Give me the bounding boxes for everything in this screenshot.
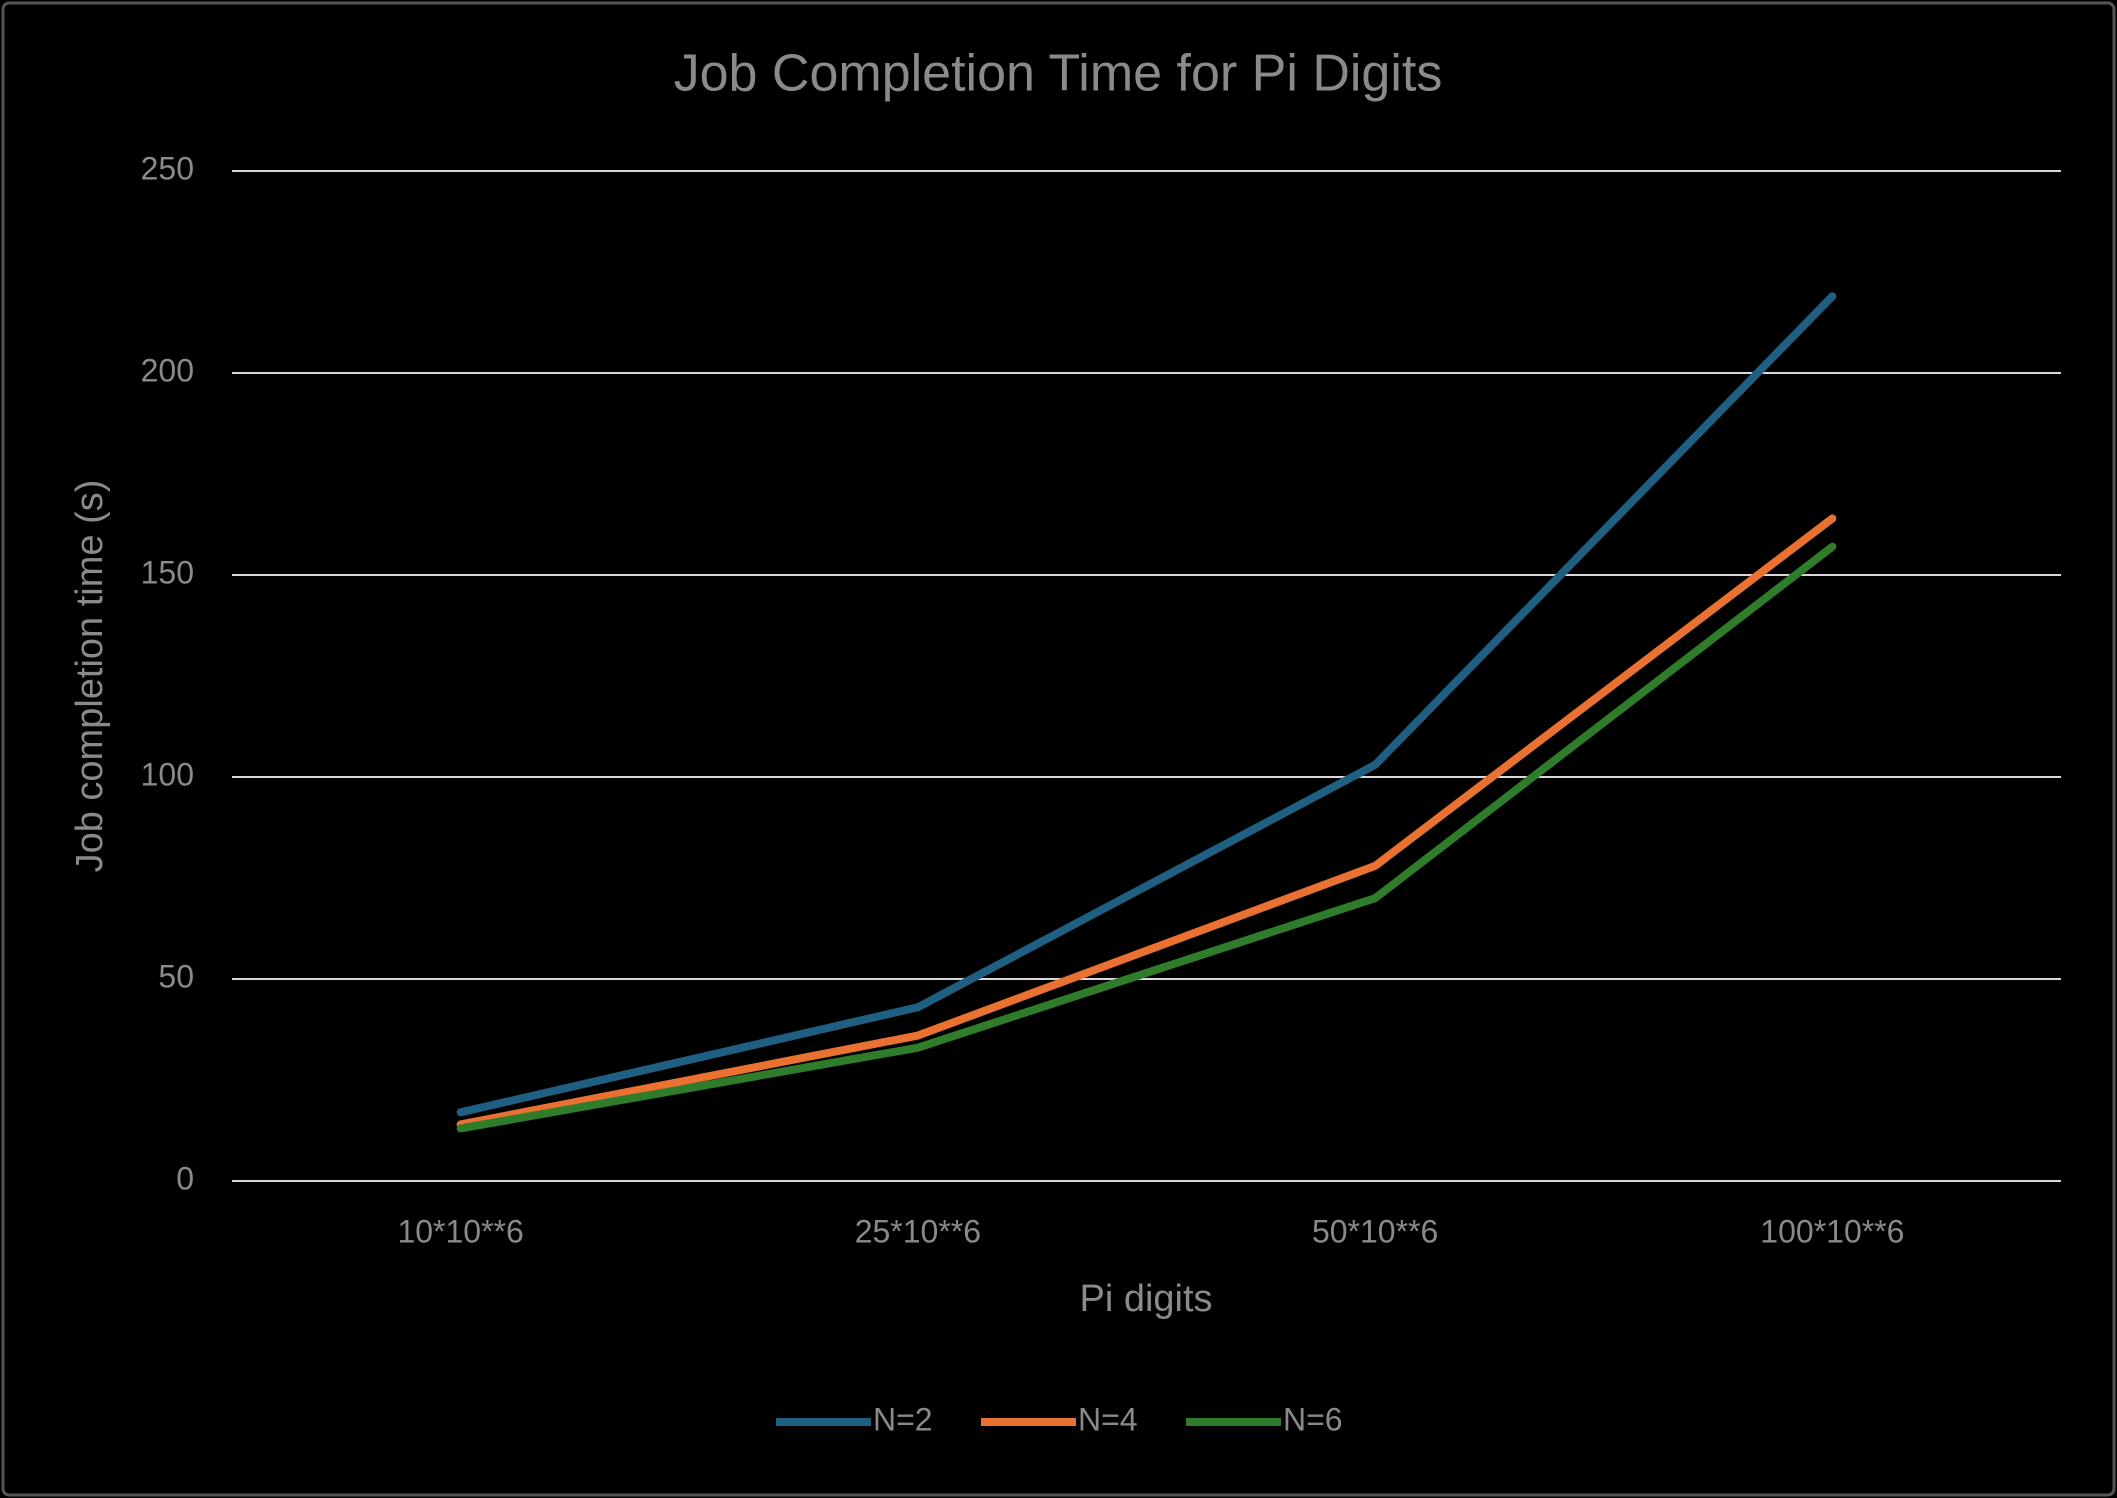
y-tick-label: 200 xyxy=(141,352,194,388)
series-line xyxy=(456,292,1837,1117)
y-tick-label: 250 xyxy=(141,150,194,186)
series-line xyxy=(456,514,1837,1129)
x-tick-label: 25*10**6 xyxy=(855,1213,981,1249)
legend-label: N=6 xyxy=(1283,1401,1343,1437)
x-tick-label: 100*10**6 xyxy=(1760,1213,1904,1249)
chart-title: Job Completion Time for Pi Digits xyxy=(674,45,1443,103)
y-tick-label: 100 xyxy=(141,756,194,792)
x-tick-label: 50*10**6 xyxy=(1312,1213,1438,1249)
y-tick-label: 50 xyxy=(158,958,194,994)
x-tick-label: 10*10**6 xyxy=(397,1213,523,1249)
y-tick-label: 150 xyxy=(141,554,194,590)
y-tick-label: 0 xyxy=(176,1160,194,1196)
x-axis-title: Pi digits xyxy=(1079,1278,1212,1320)
legend-label: N=2 xyxy=(873,1401,933,1437)
y-axis-title: Job completion time (s) xyxy=(69,480,111,873)
series-line xyxy=(456,542,1837,1133)
legend-label: N=4 xyxy=(1078,1401,1138,1437)
